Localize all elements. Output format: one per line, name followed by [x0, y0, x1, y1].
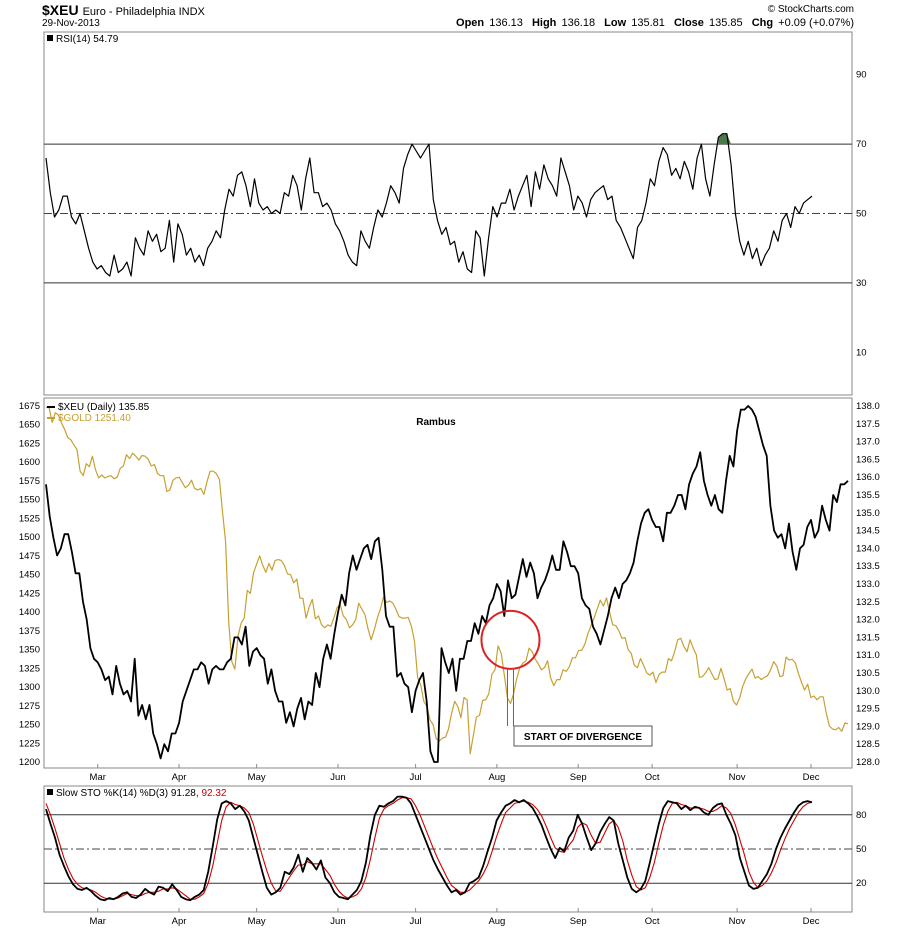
gold-line [46, 406, 849, 755]
price-left-tick-label: 1250 [19, 720, 40, 731]
stoch-tick-label: 20 [856, 878, 867, 889]
stoch-month-label: Dec [803, 916, 820, 927]
quote-bar: Open 136.13 High 136.18 Low 135.81 Close… [450, 17, 854, 29]
rsi-legend: RSI(14) 54.79 [56, 34, 119, 45]
price-left-tick-label: 1225 [19, 738, 40, 749]
rsi-tick-label: 50 [856, 209, 867, 220]
stockcharts-watermark: © StockCharts.com [767, 4, 854, 15]
price-right-tick-label: 128.0 [856, 757, 880, 768]
symbol-title: $XEU Euro - Philadelphia INDX [42, 2, 205, 18]
price-right-tick-label: 138.0 [856, 401, 880, 412]
price-right-tick-label: 132.0 [856, 615, 880, 626]
price-left-tick-label: 1475 [19, 551, 40, 562]
stoch-month-label: Mar [90, 916, 106, 927]
price-left-tick-label: 1275 [19, 701, 40, 712]
price-right-tick-label: 136.5 [856, 454, 880, 465]
price-right-tick-label: 137.0 [856, 437, 880, 448]
price-panel-frame [43, 397, 853, 769]
stoch-tick-label: 50 [856, 844, 867, 855]
stoch-k-line [45, 795, 813, 902]
price-right-tick-label: 134.5 [856, 526, 880, 537]
price-left-tick-label: 1550 [19, 495, 40, 506]
rsi-tick-label: 90 [856, 70, 867, 81]
price-left-tick-label: 1400 [19, 607, 40, 618]
rsi-tick-label: 30 [856, 278, 867, 289]
price-left-tick-label: 1625 [19, 438, 40, 449]
rsi-legend-swatch [47, 35, 53, 41]
stoch-tick-label: 80 [856, 810, 867, 821]
price-left-tick-label: 1650 [19, 420, 40, 431]
rsi-line [45, 133, 813, 277]
price-left-tick-label: 1600 [19, 457, 40, 468]
price-right-tick-label: 129.5 [856, 704, 880, 715]
divergence-circle [480, 609, 541, 670]
price-left-tick-label: 1200 [19, 757, 40, 768]
month-label: Jul [410, 772, 422, 783]
quote-low: Low 135.81 [604, 17, 665, 29]
price-left-tick-label: 1575 [19, 476, 40, 487]
month-label: Oct [645, 772, 660, 783]
price-right-tick-label: 129.0 [856, 721, 880, 732]
divergence-label-box [513, 725, 653, 747]
price-right-tick-label: 130.5 [856, 668, 880, 679]
chart-date: 29-Nov-2013 [42, 18, 100, 29]
price-right-tick-label: 131.0 [856, 650, 880, 661]
quote-open: Open 136.13 [456, 17, 523, 29]
stoch-month-label: Jun [330, 916, 345, 927]
price-right-tick-label: 128.5 [856, 739, 880, 750]
stoch-month-label: Apr [172, 916, 187, 927]
price-left-tick-label: 1500 [19, 532, 40, 543]
price-right-tick-label: 133.0 [856, 579, 880, 590]
month-label: Sep [570, 772, 587, 783]
symbol: $XEU [42, 2, 79, 18]
rsi-tick-label: 70 [856, 139, 867, 150]
stoch-d-line [45, 797, 813, 900]
quote-high: High 136.18 [531, 17, 596, 29]
month-label: May [248, 772, 266, 783]
stoch-month-label: Jul [410, 916, 422, 927]
price-left-tick-label: 1350 [19, 645, 40, 656]
chart-header: $XEU Euro - Philadelphia INDX 29-Nov-2013… [0, 0, 900, 32]
stoch-month-label: Aug [488, 916, 505, 927]
price-right-tick-label: 136.0 [856, 472, 880, 483]
price-right-tick-label: 130.0 [856, 686, 880, 697]
price-right-tick-label: 137.5 [856, 419, 880, 430]
stoch-month-label: Nov [729, 916, 746, 927]
month-label: Dec [803, 772, 820, 783]
price-left-tick-label: 1450 [19, 570, 40, 581]
stoch-month-label: May [248, 916, 266, 927]
price-left-tick-label: 1525 [19, 513, 40, 524]
divergence-label: START OF DIVERGENCE [524, 732, 642, 743]
stoch-month-label: Oct [645, 916, 660, 927]
month-label: Nov [729, 772, 746, 783]
price-left-tick-label: 1675 [19, 401, 40, 412]
month-label: Mar [90, 772, 106, 783]
price-left-tick-label: 1300 [19, 682, 40, 693]
price-right-tick-label: 131.5 [856, 632, 880, 643]
price-left-tick-label: 1325 [19, 663, 40, 674]
month-label: Apr [172, 772, 187, 783]
symbol-description: Euro - Philadelphia INDX [82, 6, 205, 18]
rsi-tick-label: 10 [856, 347, 867, 358]
stoch-legend-swatch [47, 789, 53, 795]
price-right-tick-label: 132.5 [856, 597, 880, 608]
price-right-tick-label: 135.5 [856, 490, 880, 501]
rsi-overbought-fill [718, 133, 736, 145]
price-left-tick-label: 1425 [19, 588, 40, 599]
price-right-tick-label: 135.0 [856, 508, 880, 519]
quote-close: Close 135.85 [673, 17, 743, 29]
month-label: Aug [488, 772, 505, 783]
stoch-legend: Slow STO %K(14) %D(3) 91.28, 92.32 [56, 788, 227, 799]
price-legend-entry: $GOLD 1251.40 [58, 413, 131, 424]
chart-title: Rambus [416, 417, 456, 428]
price-left-tick-label: 1375 [19, 626, 40, 637]
price-right-tick-label: 134.0 [856, 543, 880, 554]
price-right-tick-label: 133.5 [856, 561, 880, 572]
xeu-line [45, 405, 849, 763]
price-legend-entry: $XEU (Daily) 135.85 [58, 402, 150, 413]
stoch-month-label: Sep [570, 916, 587, 927]
quote-change: Chg +0.09 (+0.07%) [751, 17, 854, 29]
month-label: Jun [330, 772, 345, 783]
